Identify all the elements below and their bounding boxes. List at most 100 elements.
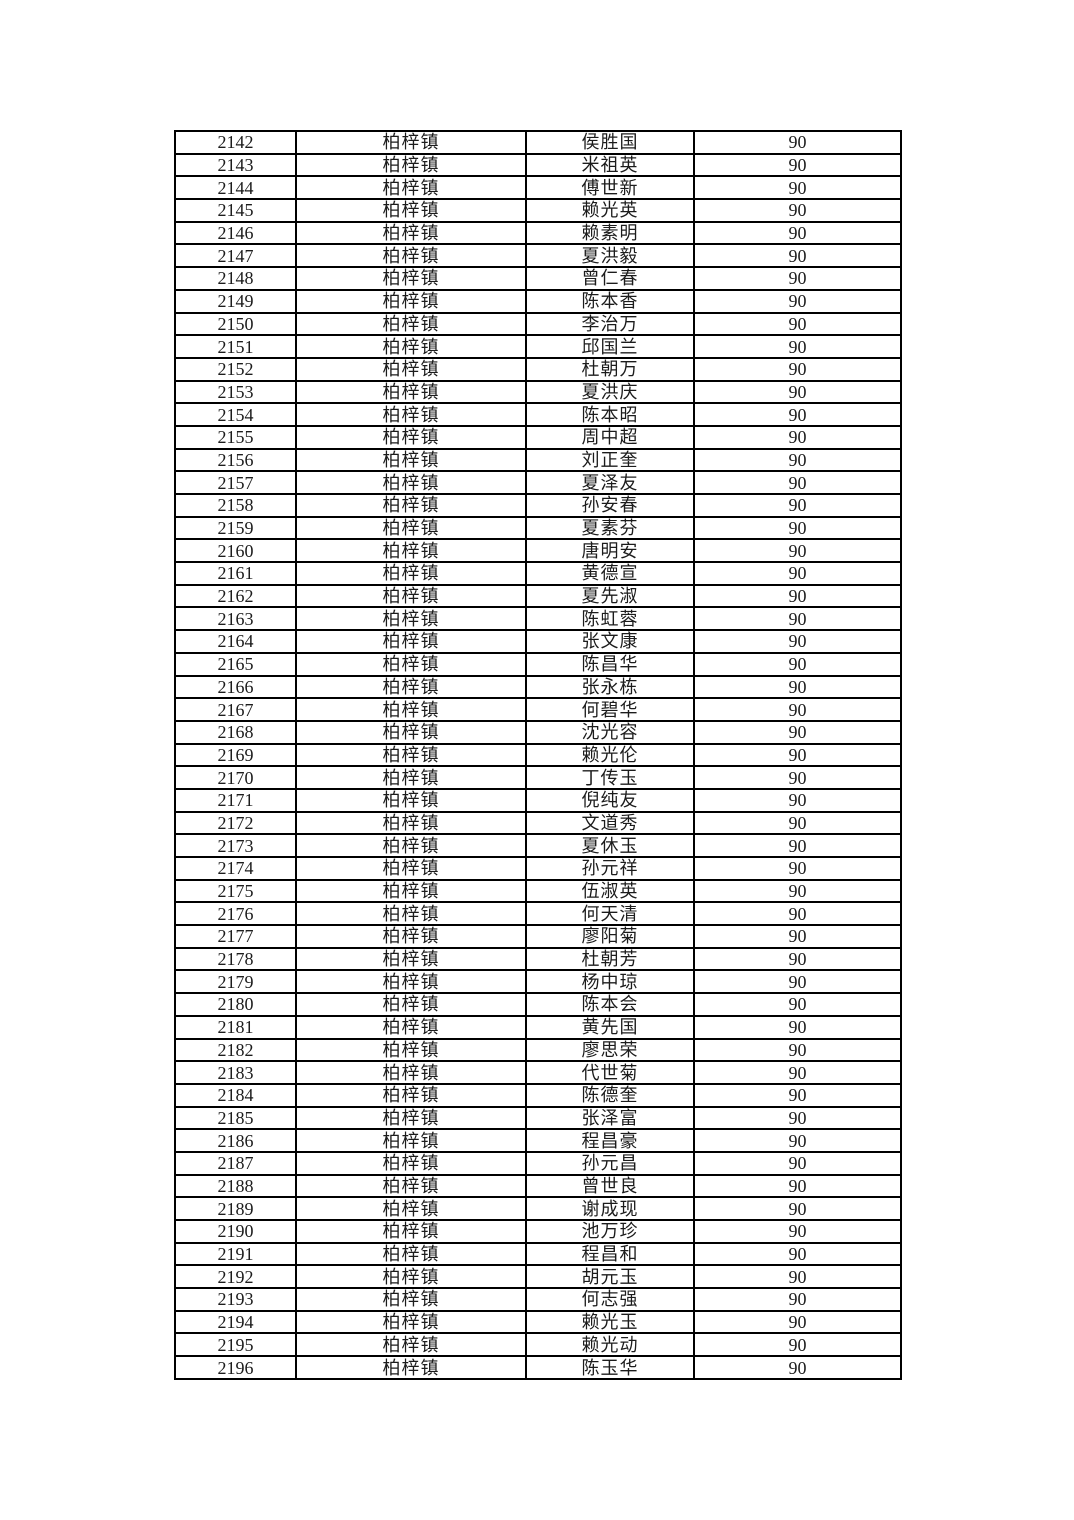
score-cell: 90 bbox=[693, 629, 902, 654]
town-cell: 柏梓镇 bbox=[295, 697, 527, 722]
score-cell: 90 bbox=[693, 856, 902, 881]
town-cell: 柏梓镇 bbox=[295, 198, 527, 223]
serial-number-cell: 2173 bbox=[174, 833, 297, 858]
score-cell: 90 bbox=[693, 1332, 902, 1358]
serial-number-cell: 2181 bbox=[174, 1014, 297, 1040]
table-row: 2188 柏梓镇 曾世良 90 bbox=[174, 1173, 902, 1199]
score-cell: 90 bbox=[693, 878, 902, 904]
serial-number-cell: 2176 bbox=[174, 901, 297, 927]
town-cell: 柏梓镇 bbox=[295, 969, 527, 995]
table-row: 2149 柏梓镇 陈本香 90 bbox=[174, 288, 902, 314]
table-row: 2174 柏梓镇 孙元祥 90 bbox=[174, 856, 902, 881]
person-name-cell: 陈本香 bbox=[525, 288, 695, 314]
score-cell: 90 bbox=[693, 379, 902, 405]
person-name-cell: 廖思荣 bbox=[525, 1037, 695, 1063]
person-name-cell: 沈光容 bbox=[525, 719, 695, 745]
table-row: 2196 柏梓镇 陈玉华 90 bbox=[174, 1355, 902, 1380]
serial-number-cell: 2178 bbox=[174, 946, 297, 972]
town-cell: 柏梓镇 bbox=[295, 1150, 527, 1176]
person-name-cell: 夏洪庆 bbox=[525, 379, 695, 405]
person-name-cell: 池万珍 bbox=[525, 1219, 695, 1244]
table-row: 2176 柏梓镇 何天清 90 bbox=[174, 901, 902, 927]
table-row: 2185 柏梓镇 张泽富 90 bbox=[174, 1105, 902, 1131]
table-row: 2164 柏梓镇 张文康 90 bbox=[174, 629, 902, 654]
score-cell: 90 bbox=[693, 198, 902, 223]
table-row: 2165 柏梓镇 陈昌华 90 bbox=[174, 651, 902, 677]
table-row: 2178 柏梓镇 杜朝芳 90 bbox=[174, 946, 902, 972]
serial-number-cell: 2151 bbox=[174, 334, 297, 359]
town-cell: 柏梓镇 bbox=[295, 833, 527, 858]
serial-number-cell: 2195 bbox=[174, 1332, 297, 1358]
score-cell: 90 bbox=[693, 538, 902, 564]
score-cell: 90 bbox=[693, 356, 902, 382]
person-name-cell: 代世菊 bbox=[525, 1060, 695, 1085]
table-row: 2186 柏梓镇 程昌豪 90 bbox=[174, 1128, 902, 1153]
score-cell: 90 bbox=[693, 742, 902, 768]
score-cell: 90 bbox=[693, 606, 902, 632]
serial-number-cell: 2161 bbox=[174, 561, 297, 586]
serial-number-cell: 2170 bbox=[174, 765, 297, 790]
serial-number-cell: 2184 bbox=[174, 1082, 297, 1108]
table-row: 2171 柏梓镇 倪纯友 90 bbox=[174, 787, 902, 813]
score-cell: 90 bbox=[693, 175, 902, 201]
serial-number-cell: 2146 bbox=[174, 220, 297, 246]
town-cell: 柏梓镇 bbox=[295, 1060, 527, 1085]
serial-number-cell: 2183 bbox=[174, 1060, 297, 1085]
town-cell: 柏梓镇 bbox=[295, 1105, 527, 1131]
person-name-cell: 程昌豪 bbox=[525, 1128, 695, 1153]
town-cell: 柏梓镇 bbox=[295, 1355, 527, 1380]
table-row: 2145 柏梓镇 赖光英 90 bbox=[174, 198, 902, 223]
town-cell: 柏梓镇 bbox=[295, 288, 527, 314]
person-name-cell: 夏素芬 bbox=[525, 515, 695, 541]
person-name-cell: 夏先淑 bbox=[525, 583, 695, 609]
score-cell: 90 bbox=[693, 969, 902, 995]
town-cell: 柏梓镇 bbox=[295, 334, 527, 359]
table-row: 2160 柏梓镇 唐明安 90 bbox=[174, 538, 902, 564]
person-name-cell: 陈虹蓉 bbox=[525, 606, 695, 632]
person-name-cell: 赖光动 bbox=[525, 1332, 695, 1358]
table-row: 2184 柏梓镇 陈德奎 90 bbox=[174, 1082, 902, 1108]
serial-number-cell: 2169 bbox=[174, 742, 297, 768]
person-name-cell: 黄德宣 bbox=[525, 561, 695, 586]
town-cell: 柏梓镇 bbox=[295, 651, 527, 677]
serial-number-cell: 2172 bbox=[174, 810, 297, 836]
person-name-cell: 程昌和 bbox=[525, 1241, 695, 1267]
score-cell: 90 bbox=[693, 901, 902, 927]
person-name-cell: 陈德奎 bbox=[525, 1082, 695, 1108]
table-row: 2173 柏梓镇 夏休玉 90 bbox=[174, 833, 902, 858]
score-cell: 90 bbox=[693, 992, 902, 1017]
score-cell: 90 bbox=[693, 1219, 902, 1244]
score-cell: 90 bbox=[693, 1196, 902, 1221]
town-cell: 柏梓镇 bbox=[295, 220, 527, 246]
table-row: 2144 柏梓镇 傅世新 90 bbox=[174, 175, 902, 201]
score-cell: 90 bbox=[693, 1355, 902, 1380]
score-cell: 90 bbox=[693, 833, 902, 858]
person-name-cell: 曾世良 bbox=[525, 1173, 695, 1199]
score-cell: 90 bbox=[693, 697, 902, 722]
person-name-cell: 周中超 bbox=[525, 424, 695, 450]
table-row: 2162 柏梓镇 夏先淑 90 bbox=[174, 583, 902, 609]
table-row: 2182 柏梓镇 廖思荣 90 bbox=[174, 1037, 902, 1063]
serial-number-cell: 2190 bbox=[174, 1219, 297, 1244]
score-cell: 90 bbox=[693, 651, 902, 677]
serial-number-cell: 2157 bbox=[174, 470, 297, 495]
score-cell: 90 bbox=[693, 719, 902, 745]
town-cell: 柏梓镇 bbox=[295, 765, 527, 790]
town-cell: 柏梓镇 bbox=[295, 924, 527, 949]
table-row: 2175 柏梓镇 伍淑英 90 bbox=[174, 878, 902, 904]
person-name-cell: 曾仁春 bbox=[525, 266, 695, 291]
serial-number-cell: 2189 bbox=[174, 1196, 297, 1221]
table-row: 2179 柏梓镇 杨中琼 90 bbox=[174, 969, 902, 995]
table-row: 2169 柏梓镇 赖光伦 90 bbox=[174, 742, 902, 768]
serial-number-cell: 2186 bbox=[174, 1128, 297, 1153]
score-cell: 90 bbox=[693, 1309, 902, 1335]
person-name-cell: 胡元玉 bbox=[525, 1264, 695, 1290]
serial-number-cell: 2160 bbox=[174, 538, 297, 564]
person-name-cell: 丁传玉 bbox=[525, 765, 695, 790]
score-cell: 90 bbox=[693, 311, 902, 337]
table-row: 2195 柏梓镇 赖光动 90 bbox=[174, 1332, 902, 1358]
serial-number-cell: 2148 bbox=[174, 266, 297, 291]
score-cell: 90 bbox=[693, 1105, 902, 1131]
score-table: 2142 柏梓镇 侯胜国 90 2143 柏梓镇 米祖英 90 2144 柏梓镇 傅世新 90 2145… bbox=[174, 130, 902, 1380]
town-cell: 柏梓镇 bbox=[295, 175, 527, 201]
